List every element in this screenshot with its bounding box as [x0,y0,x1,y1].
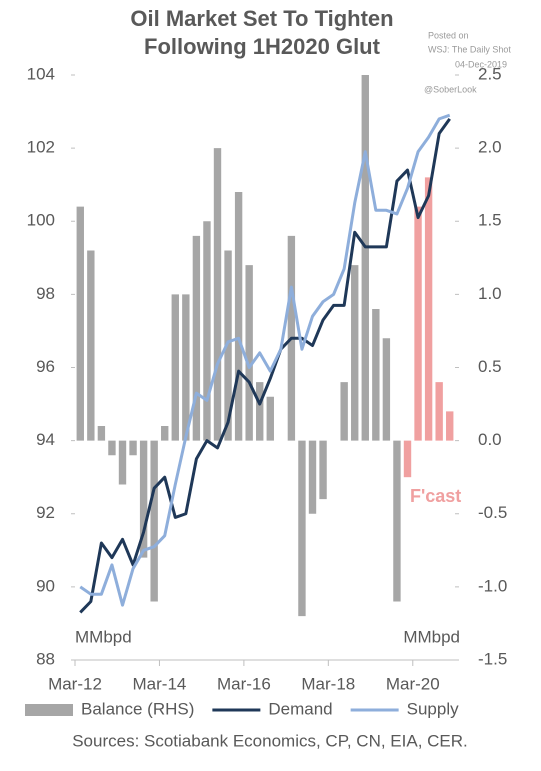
bar [150,440,158,602]
bar [182,294,190,441]
bar [213,148,222,441]
y2-tick-label: 2.5 [478,64,502,83]
bar [171,294,179,441]
chart-title: Following 1H2020 Glut [144,34,381,59]
right-unit: MMbpd [403,627,460,646]
bar [245,265,253,441]
bar [118,440,127,485]
y2-tick-label: 0.0 [478,430,502,449]
legend-label: Demand [268,699,332,718]
bar [298,440,306,617]
x-tick-label: Mar-16 [217,674,271,693]
bar [161,426,169,441]
bar [446,411,454,441]
bar [97,426,106,441]
x-tick-label: Mar-18 [301,674,355,693]
bar [340,382,348,441]
y2-tick-label: -1.0 [478,576,507,595]
bar [382,338,391,441]
y2-tick-label: 0.5 [478,357,502,376]
bar [266,396,274,441]
y2-tick-label: 2.0 [478,138,502,157]
x-tick-label: Mar-12 [48,674,102,693]
x-tick-label: Mar-14 [133,674,187,693]
y2-tick-label: 1.0 [478,284,502,303]
bar [308,440,317,514]
y2-tick-label: 1.5 [478,211,502,230]
forecast-label: F'cast [410,486,461,506]
y-tick-label: 104 [27,64,55,83]
y-tick-label: 96 [36,357,55,376]
y-tick-label: 92 [36,503,55,522]
bar [424,177,433,441]
bar [361,75,369,441]
bar [234,192,243,441]
line [79,113,451,607]
y-tick-label: 90 [36,576,55,595]
bar [319,440,327,500]
y-tick-label: 94 [36,430,55,449]
y-tick-label: 102 [27,138,55,157]
left-unit: MMbpd [75,627,132,646]
y-tick-label: 88 [36,649,55,668]
bar [87,250,95,441]
bar [414,206,422,441]
bar [372,309,380,441]
legend-label: Balance (RHS) [81,699,194,718]
y-tick-label: 100 [27,211,55,230]
y-tick-label: 98 [36,284,55,303]
watermark: WSJ: The Daily Shot [428,44,511,54]
legend-label: Supply [407,699,459,718]
watermark: 04-Dec-2019 [455,59,507,69]
legend-swatch [25,704,73,716]
source: Sources: Scotiabank Economics, CP, CN, E… [72,731,468,750]
line [79,117,451,614]
bar [224,250,232,441]
bar [139,440,148,558]
bar [351,265,359,441]
bar [76,206,84,441]
bar [256,382,264,441]
chart-title: Oil Market Set To Tighten [130,6,393,31]
bar [435,382,443,441]
bar [393,440,401,602]
y2-tick-label: -0.5 [478,503,507,522]
bar [129,440,137,456]
bar [108,440,116,456]
x-tick-label: Mar-20 [386,674,440,693]
watermark: @SoberLook [424,84,477,94]
y2-tick-label: -1.5 [478,649,507,668]
watermark: Posted on [428,30,469,40]
bar [203,221,211,441]
bar [403,440,412,478]
bar [192,235,201,441]
